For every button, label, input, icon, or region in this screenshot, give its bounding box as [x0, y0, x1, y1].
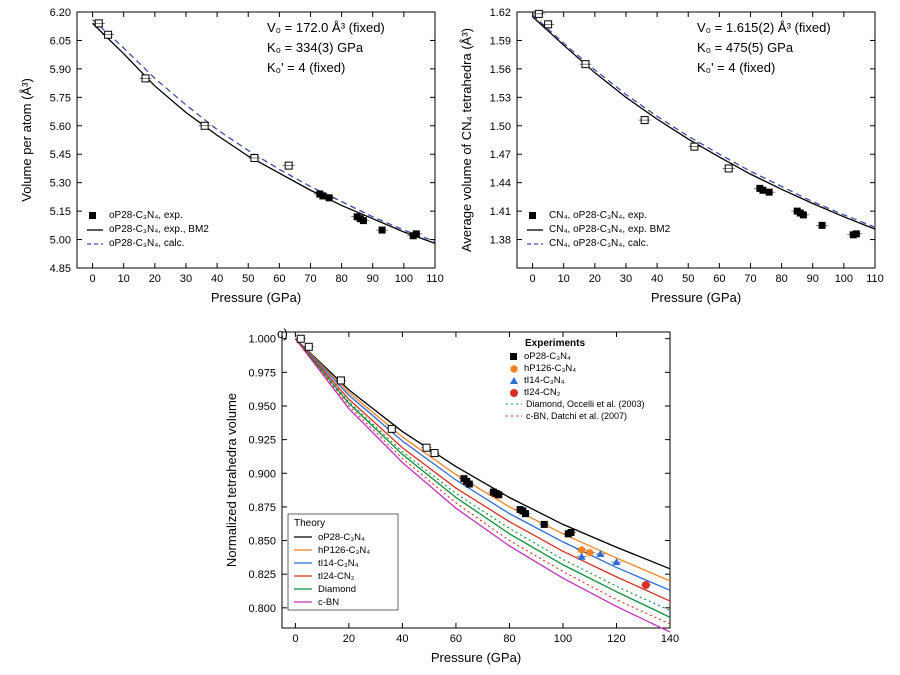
svg-text:100: 100	[835, 273, 853, 285]
svg-text:1.47: 1.47	[490, 149, 511, 161]
svg-text:K₀ = 334(3) GPa: K₀ = 334(3) GPa	[267, 40, 364, 55]
svg-text:Volume per atom (Å³): Volume per atom (Å³)	[19, 78, 34, 202]
svg-text:1.38: 1.38	[490, 235, 511, 247]
svg-text:c-BN, Datchi et al. (2007): c-BN, Datchi et al. (2007)	[526, 411, 627, 421]
svg-text:10: 10	[558, 273, 570, 285]
svg-text:0.875: 0.875	[248, 502, 276, 514]
svg-text:6.05: 6.05	[50, 35, 71, 47]
svg-text:120: 120	[607, 633, 625, 645]
svg-text:0.950: 0.950	[248, 401, 276, 413]
svg-text:hP126-C₃N₄: hP126-C₃N₄	[318, 545, 370, 556]
svg-text:20: 20	[589, 273, 601, 285]
svg-text:1.44: 1.44	[490, 178, 511, 190]
svg-text:oP28-C₃N₄, exp.: oP28-C₃N₄, exp.	[109, 210, 183, 221]
svg-text:1.000: 1.000	[248, 334, 276, 346]
svg-text:110: 110	[866, 273, 884, 285]
svg-text:1.50: 1.50	[490, 121, 511, 133]
svg-text:CN₄, oP28-C₃N₄, exp.: CN₄, oP28-C₃N₄, exp.	[549, 210, 647, 221]
svg-text:100: 100	[395, 273, 413, 285]
svg-text:oP28-C₃N₄, calc.: oP28-C₃N₄, calc.	[109, 238, 184, 249]
svg-text:1.59: 1.59	[490, 35, 511, 47]
svg-text:10: 10	[118, 273, 130, 285]
svg-text:c-BN: c-BN	[318, 597, 339, 608]
svg-text:5.60: 5.60	[50, 121, 71, 133]
svg-text:tI24-CN₂: tI24-CN₂	[318, 571, 355, 582]
svg-text:0: 0	[90, 273, 96, 285]
svg-text:40: 40	[211, 273, 223, 285]
svg-text:5.15: 5.15	[50, 206, 71, 218]
svg-text:tI14-C₃N₄: tI14-C₃N₄	[318, 558, 359, 569]
svg-text:90: 90	[367, 273, 379, 285]
svg-text:1.41: 1.41	[490, 206, 511, 218]
svg-text:50: 50	[682, 273, 694, 285]
svg-text:100: 100	[554, 633, 572, 645]
svg-text:60: 60	[713, 273, 725, 285]
svg-text:80: 80	[335, 273, 347, 285]
svg-text:1.62: 1.62	[490, 7, 511, 19]
svg-text:5.00: 5.00	[50, 235, 71, 247]
svg-text:Pressure (GPa): Pressure (GPa)	[431, 650, 521, 665]
svg-text:90: 90	[807, 273, 819, 285]
svg-text:70: 70	[744, 273, 756, 285]
svg-text:Normalized tetrahedra volume: Normalized tetrahedra volume	[224, 393, 239, 567]
svg-text:0.850: 0.850	[248, 536, 276, 548]
svg-text:60: 60	[273, 273, 285, 285]
svg-text:Diamond, Occelli et al. (2003): Diamond, Occelli et al. (2003)	[526, 399, 645, 409]
svg-text:oP28-C₃N₄, exp., BM2: oP28-C₃N₄, exp., BM2	[109, 224, 209, 235]
svg-text:5.75: 5.75	[50, 92, 71, 104]
panel-b-chart: 0 10 20 30 40 50 60 70 80 90 100 110 1.38 1.41 1.44 1.4…	[455, 0, 885, 310]
svg-text:Theory: Theory	[294, 518, 325, 529]
svg-text:20: 20	[149, 273, 161, 285]
panel-c-chart: 0 20 40 60 80 100 120 140 0.800 0.825 0.850 0.875 0.…	[220, 320, 680, 670]
svg-text:70: 70	[304, 273, 316, 285]
svg-text:0: 0	[530, 273, 536, 285]
svg-text:V₀ = 1.615(2) Å³ (fixed): V₀ = 1.615(2) Å³ (fixed)	[697, 20, 831, 35]
svg-text:80: 80	[503, 633, 515, 645]
svg-text:5.30: 5.30	[50, 178, 71, 190]
svg-text:0.900: 0.900	[248, 468, 276, 480]
svg-text:Experiments: Experiments	[525, 338, 585, 349]
svg-text:110: 110	[426, 273, 444, 285]
svg-text:Pressure (GPa): Pressure (GPa)	[211, 290, 301, 305]
svg-text:0.975: 0.975	[248, 367, 276, 379]
svg-text:1.53: 1.53	[490, 92, 511, 104]
svg-text:0.800: 0.800	[248, 603, 276, 615]
svg-text:c): c)	[277, 326, 288, 341]
svg-text:60: 60	[450, 633, 462, 645]
svg-text:80: 80	[775, 273, 787, 285]
svg-text:K₀' = 4 (fixed): K₀' = 4 (fixed)	[697, 60, 775, 75]
svg-text:30: 30	[620, 273, 632, 285]
svg-text:Pressure (GPa): Pressure (GPa)	[651, 290, 741, 305]
svg-text:5.90: 5.90	[50, 64, 71, 76]
svg-text:1.56: 1.56	[490, 64, 511, 76]
svg-text:CN₄, oP28-C₃N₄, exp. BM2: CN₄, oP28-C₃N₄, exp. BM2	[549, 224, 671, 235]
svg-text:hP126-C₃N₄: hP126-C₃N₄	[524, 363, 576, 374]
svg-text:tI14-C₃N₄: tI14-C₃N₄	[524, 375, 565, 386]
svg-text:50: 50	[242, 273, 254, 285]
svg-text:20: 20	[343, 633, 355, 645]
svg-text:tI24-CN₂: tI24-CN₂	[524, 387, 561, 398]
svg-text:CN₄, oP28-C₃N₄, calc.: CN₄, oP28-C₃N₄, calc.	[549, 238, 648, 249]
svg-text:0: 0	[292, 633, 298, 645]
svg-text:5.45: 5.45	[50, 149, 71, 161]
svg-text:140: 140	[661, 633, 679, 645]
svg-text:Average volume of CN₄ tetrahed: Average volume of CN₄ tetrahedra (Å³)	[459, 28, 474, 252]
svg-text:40: 40	[651, 273, 663, 285]
svg-text:0.825: 0.825	[248, 569, 276, 581]
svg-text:oP28-C₃N₄: oP28-C₃N₄	[318, 532, 365, 543]
svg-text:K₀ = 475(5) GPa: K₀ = 475(5) GPa	[697, 40, 794, 55]
svg-text:6.20: 6.20	[50, 7, 71, 19]
svg-text:Diamond: Diamond	[318, 584, 356, 595]
svg-text:40: 40	[396, 633, 408, 645]
panel-a-chart: 0 10 20 30 40 50 60 70 80 90 100 110 4.85 5.00 5.15 5.3…	[15, 0, 445, 310]
svg-text:K₀' = 4 (fixed): K₀' = 4 (fixed)	[267, 60, 345, 75]
svg-text:oP28-C₃N₄: oP28-C₃N₄	[524, 351, 571, 362]
svg-text:0.925: 0.925	[248, 435, 276, 447]
svg-text:V₀ = 172.0 Å³ (fixed): V₀ = 172.0 Å³ (fixed)	[267, 20, 385, 35]
svg-text:4.85: 4.85	[50, 263, 71, 275]
svg-text:30: 30	[180, 273, 192, 285]
